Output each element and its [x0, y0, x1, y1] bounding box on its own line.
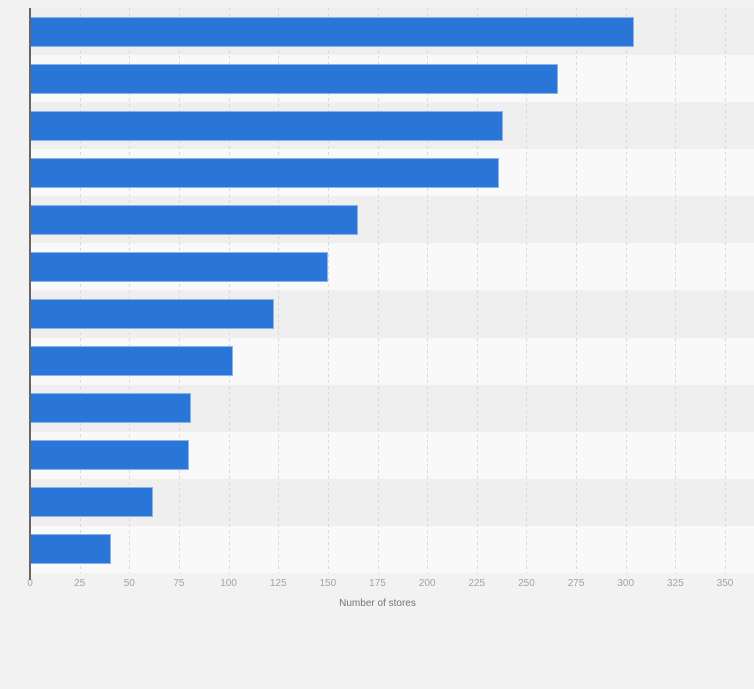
x-tick-label: 325 — [667, 578, 684, 589]
bar[interactable]: 41 — [30, 534, 112, 565]
x-tick-label: 275 — [567, 578, 585, 589]
x-tick-label: 50 — [123, 578, 135, 589]
bar[interactable]: 165 — [30, 204, 358, 235]
x-tick-label: 350 — [716, 578, 734, 589]
bar[interactable]: 123 — [30, 299, 275, 330]
bar-row: 41 — [30, 525, 754, 573]
x-tick-label: 25 — [74, 578, 86, 589]
bar-row: 80 — [30, 431, 754, 479]
bar[interactable]: 266 — [30, 63, 559, 94]
x-tick-label: 200 — [418, 578, 436, 589]
gridline — [625, 8, 627, 573]
bar[interactable]: 150 — [30, 251, 328, 282]
x-tick-label: 0 — [27, 578, 33, 589]
bar-row: 123 — [30, 290, 754, 338]
x-tick-label: 225 — [468, 578, 486, 589]
gridline — [228, 8, 230, 573]
gridline — [79, 8, 81, 573]
bar[interactable]: 62 — [30, 487, 154, 518]
bar[interactable]: 238 — [30, 110, 503, 141]
bar-row: 62 — [30, 478, 754, 526]
gridline — [725, 8, 726, 573]
x-tick-label: 100 — [220, 578, 237, 589]
x-tick-label: 75 — [173, 578, 185, 589]
gridline — [427, 8, 429, 573]
bar-row: 266 — [30, 55, 754, 103]
x-axis-title: Number of stores — [339, 598, 416, 609]
gridline — [576, 8, 578, 573]
x-tick-label: 300 — [617, 578, 635, 589]
x-tick-label: 150 — [319, 578, 337, 589]
x-tick-label: 250 — [518, 578, 535, 589]
bar-row: 304 — [30, 8, 754, 56]
bar[interactable]: 304 — [30, 16, 634, 47]
gridline — [476, 8, 478, 573]
bar[interactable]: 81 — [30, 393, 191, 424]
gridline — [675, 8, 677, 573]
bar-row: 238 — [30, 102, 754, 150]
y-axis-line — [29, 8, 31, 580]
gridline — [278, 8, 280, 573]
bar-row: 150 — [30, 243, 754, 291]
gridline — [526, 8, 528, 573]
bar-row: 102 — [30, 337, 754, 385]
x-tick-label: 125 — [269, 578, 287, 589]
gridline — [129, 8, 131, 573]
bar[interactable]: 236 — [30, 157, 499, 188]
gridline — [327, 8, 329, 573]
bar[interactable]: 102 — [30, 346, 233, 377]
bar[interactable]: 80 — [30, 440, 189, 471]
bar-row: 81 — [30, 384, 754, 432]
gridline — [178, 8, 180, 573]
gridline — [377, 8, 379, 573]
bar-row: 165 — [30, 196, 754, 244]
plot-area: 304 266 238 236 165 150 123 102 81 80 62 41 — [30, 8, 754, 573]
bar-row: 236 — [30, 149, 754, 197]
x-tick-label: 175 — [369, 578, 386, 589]
